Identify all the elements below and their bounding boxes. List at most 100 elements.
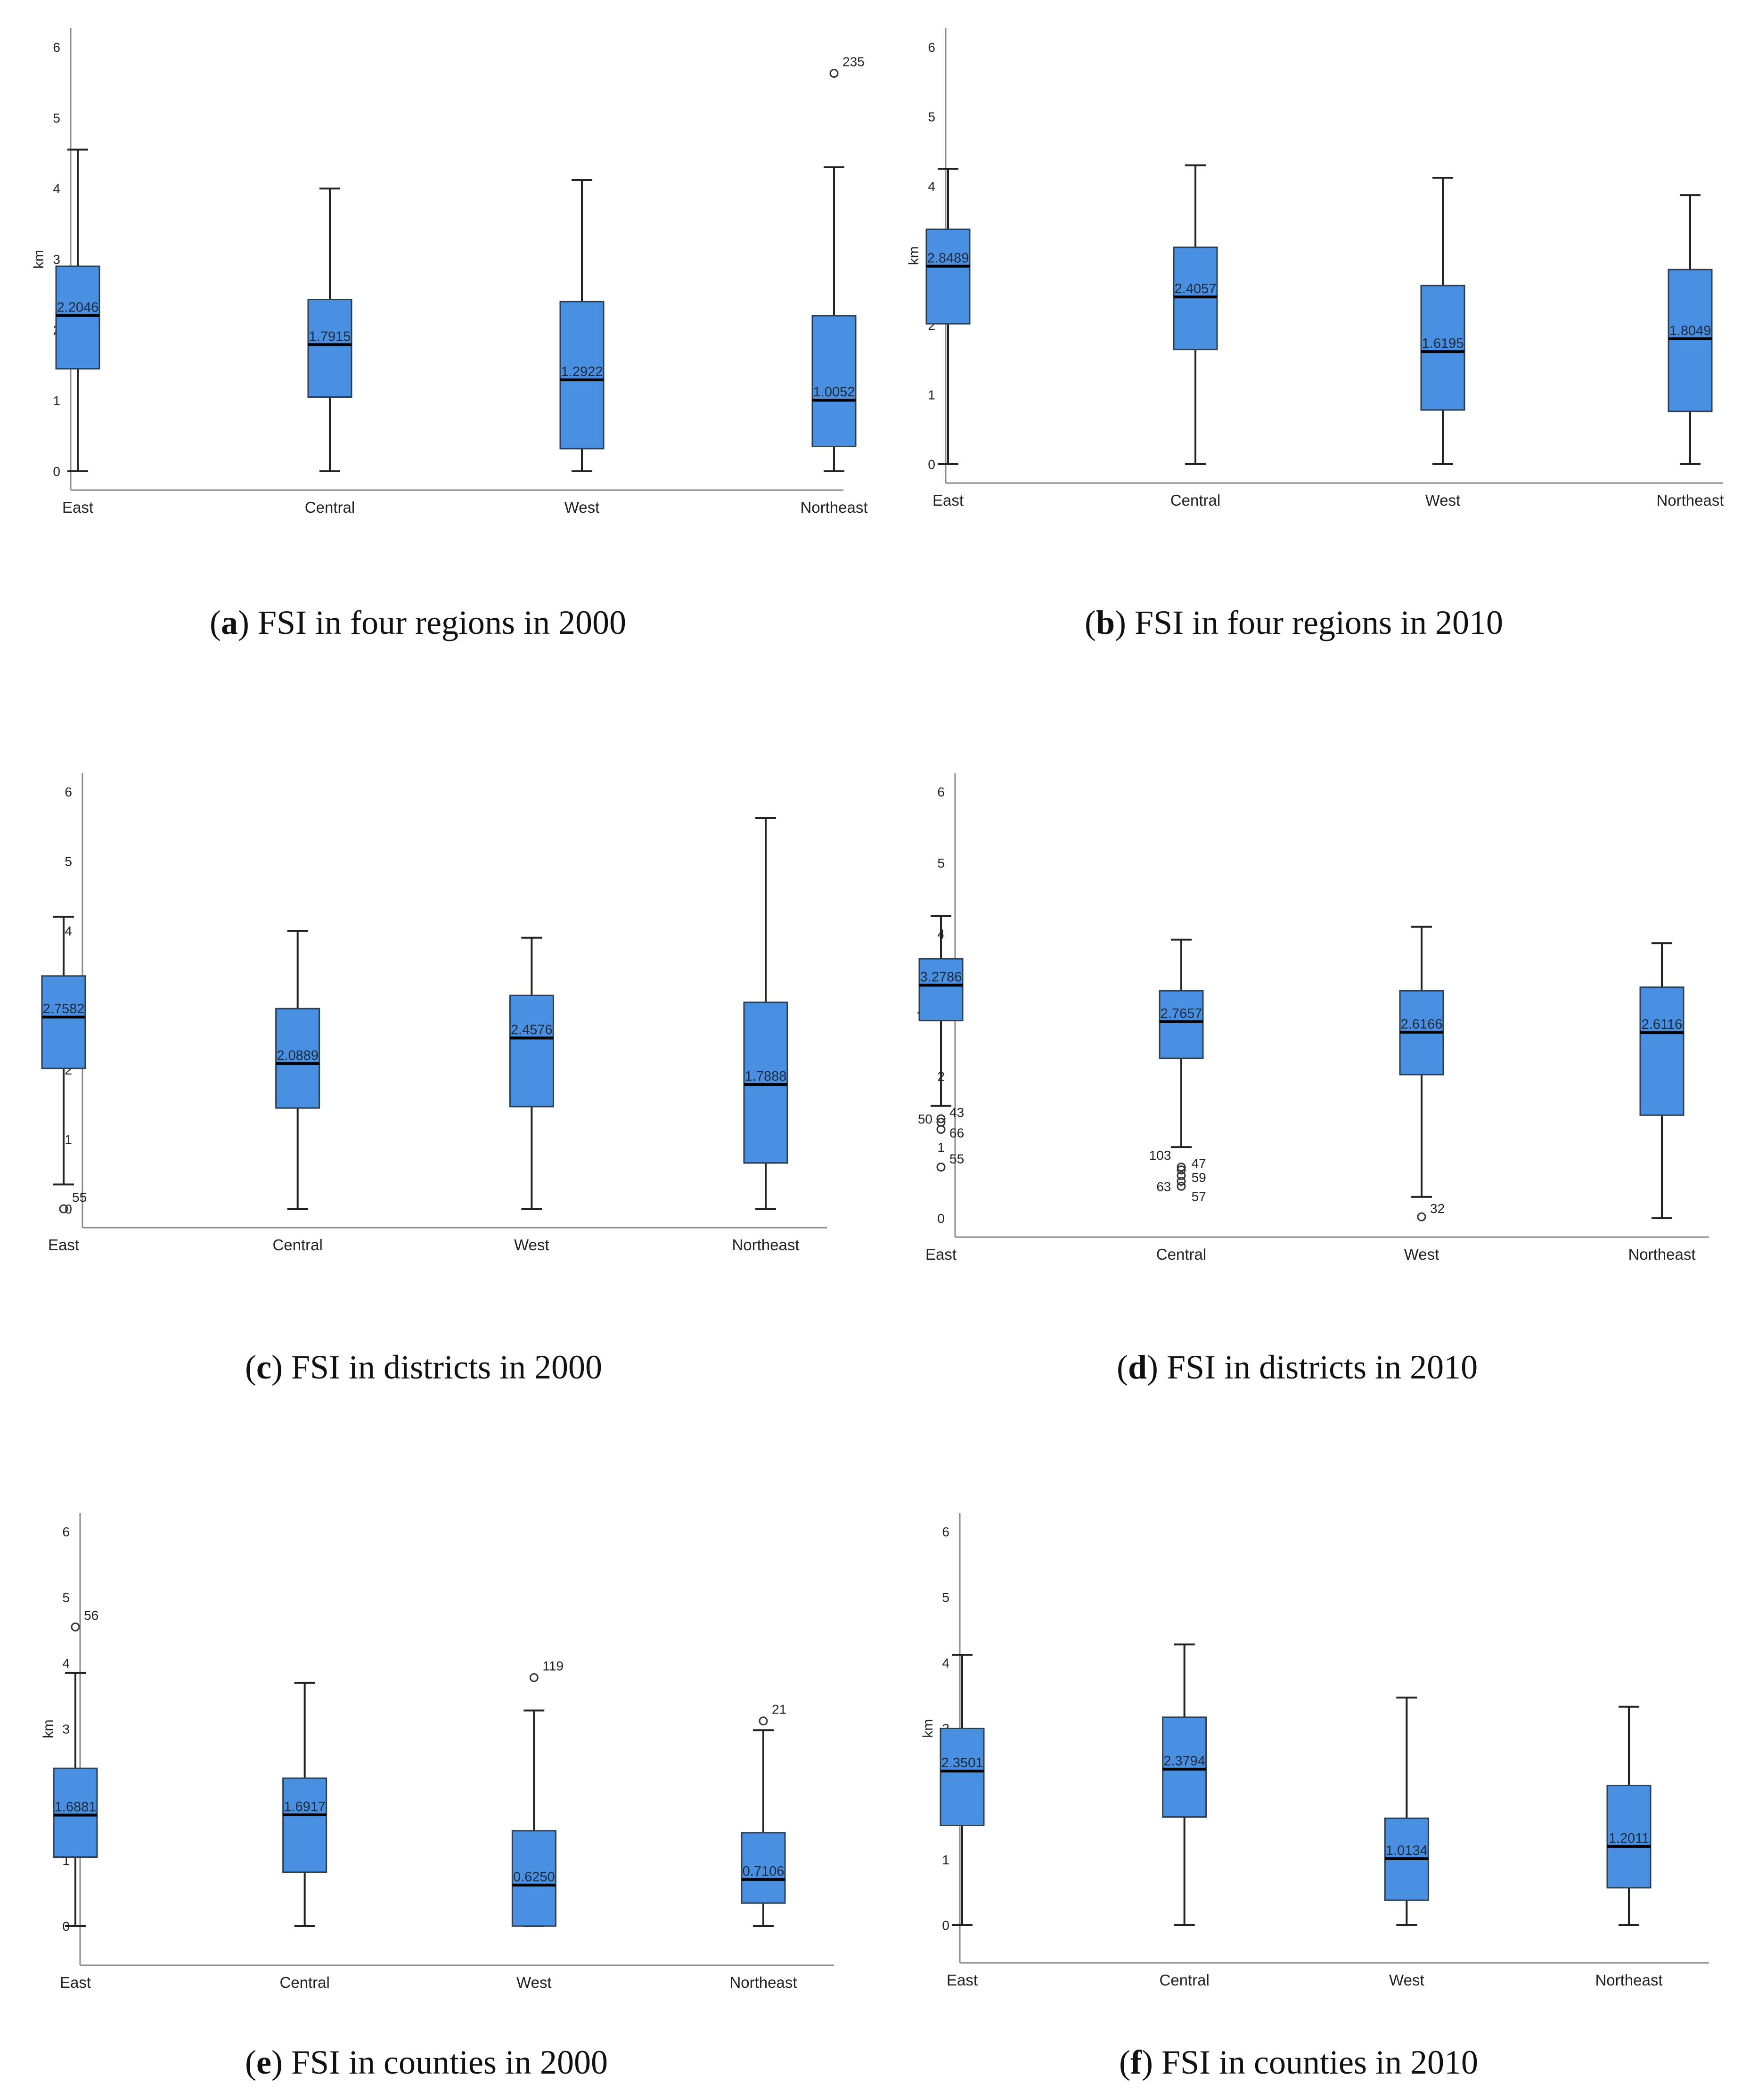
x-tick-label-b-east: East: [932, 492, 964, 509]
chart-panel-f: 0123456kmEastCentralWestNortheast2.35012…: [875, 1485, 1750, 2100]
outlier-label-d-east-43: 43: [949, 1105, 964, 1120]
caption-letter-d: d: [1128, 1348, 1147, 1386]
outlier-d-central-57: [1177, 1181, 1186, 1191]
y-axis-label-a: km: [31, 250, 47, 269]
box-a-central: [307, 299, 352, 398]
outlier-label-d-central-59: 59: [1192, 1170, 1206, 1185]
x-tick-label-c-central: Central: [272, 1236, 322, 1254]
y-tick-label-c-1: 1: [65, 1132, 72, 1147]
outlier-d-west-32: [1417, 1212, 1426, 1222]
boxplot-a: 0123456kmEastCentralWestNortheast2.20461…: [31, 28, 868, 516]
median-label-b-northeast: 1.8049: [1669, 323, 1711, 338]
median-label-d-central: 2.7657: [1161, 1006, 1202, 1021]
y-tick-label-f-1: 1: [942, 1853, 949, 1867]
x-tick-label-c-northeast: Northeast: [732, 1236, 799, 1254]
outlier-label-d-central-103: 103: [1149, 1148, 1171, 1163]
y-tick-label-d-0: 0: [937, 1211, 945, 1226]
outlier-c-east-55: [59, 1204, 68, 1214]
boxplot-b: 0123456kmEastCentralWestNortheast2.84892…: [906, 28, 1724, 509]
y-tick-label-e-5: 5: [62, 1591, 70, 1605]
caption-text-a: FSI in four regions in 2000: [249, 604, 626, 641]
x-tick-label-f-east: East: [947, 1971, 978, 1989]
outlier-d-central-103: [1177, 1162, 1186, 1172]
median-label-c-west: 2.4576: [511, 1023, 553, 1038]
outlier-label-d-east-50: 50: [918, 1112, 932, 1126]
median-label-d-east: 3.2786: [920, 969, 962, 984]
y-axis-label-e: km: [41, 1720, 56, 1739]
x-tick-label-c-east: East: [48, 1236, 79, 1254]
box-d-east: [918, 958, 964, 1022]
x-tick-label-b-west: West: [1425, 492, 1461, 509]
box-e-central: [282, 1777, 327, 1873]
y-tick-label-a-3: 3: [53, 252, 60, 267]
caption-letter-e: e: [256, 2043, 271, 2081]
x-tick-label-f-west: West: [1389, 1971, 1424, 1989]
outlier-label-d-east-66: 66: [949, 1126, 964, 1140]
caption-letter-b: b: [1096, 604, 1115, 641]
caption-b: (b) FSI in four regions in 2010: [1085, 604, 1503, 641]
x-tick-label-e-east: East: [60, 1974, 91, 1991]
outlier-label-d-east-55: 55: [949, 1151, 964, 1166]
y-tick-label-b-4: 4: [928, 179, 935, 194]
y-tick-label-c-6: 6: [65, 785, 72, 799]
boxplot-f: 0123456kmEastCentralWestNortheast2.35012…: [920, 1513, 1709, 1989]
box-d-central: [1159, 990, 1204, 1059]
x-tick-label-d-west: West: [1404, 1246, 1439, 1263]
y-tick-label-f-4: 4: [942, 1656, 949, 1670]
outlier-d-east-50: [936, 1114, 946, 1124]
caption-text-d: FSI in districts in 2010: [1158, 1348, 1478, 1386]
box-f-east: [940, 1728, 985, 1826]
x-tick-label-e-west: West: [516, 1974, 552, 1991]
outlier-label-c-east-55: 55: [72, 1190, 87, 1205]
outlier-label-e-northeast-21: 21: [772, 1702, 786, 1717]
median-label-b-east: 2.8489: [927, 251, 969, 266]
outlier-e-west-119: [529, 1673, 539, 1682]
caption-c: (c) FSI in districts in 2000: [245, 1348, 602, 1386]
x-tick-label-c-west: West: [514, 1236, 549, 1254]
box-c-west: [509, 994, 554, 1107]
y-tick-label-e-3: 3: [62, 1722, 70, 1737]
y-tick-label-c-0: 0: [65, 1202, 72, 1216]
chart-panel-a: 0123456kmEastCentralWestNortheast2.20461…: [0, 0, 875, 660]
y-tick-label-e-4: 4: [62, 1656, 70, 1671]
caption-text-f: FSI in counties in 2010: [1153, 2043, 1478, 2081]
outlier-label-d-central-47: 47: [1192, 1156, 1206, 1171]
outlier-d-central-47: [1177, 1165, 1186, 1174]
box-b-northeast: [1668, 269, 1713, 412]
y-tick-label-a-4: 4: [53, 181, 60, 196]
y-tick-label-d-6: 6: [937, 785, 945, 799]
median-label-c-northeast: 1.7888: [745, 1069, 787, 1084]
y-tick-label-a-6: 6: [53, 40, 60, 55]
y-tick-label-b-6: 6: [928, 40, 935, 55]
box-b-central: [1173, 246, 1218, 351]
box-e-northeast: [741, 1832, 786, 1904]
x-tick-label-a-central: Central: [305, 499, 355, 516]
median-label-c-east: 2.7582: [43, 1001, 85, 1017]
y-tick-label-d-1: 1: [937, 1140, 945, 1155]
median-label-b-central: 2.4057: [1175, 281, 1217, 296]
y-tick-label-b-1: 1: [928, 388, 935, 402]
x-tick-label-a-west: West: [564, 499, 600, 516]
caption-d: (d) FSI in districts in 2010: [1117, 1348, 1478, 1386]
y-tick-label-d-5: 5: [937, 856, 945, 870]
median-label-e-central: 1.6917: [284, 1799, 326, 1814]
median-label-d-northeast: 2.6116: [1642, 1017, 1683, 1032]
outlier-label-e-west-119: 119: [542, 1658, 564, 1673]
box-f-northeast: [1606, 1785, 1652, 1889]
x-tick-label-d-east: East: [925, 1246, 957, 1263]
median-label-a-east: 2.2046: [57, 300, 99, 315]
y-tick-label-a-1: 1: [53, 394, 60, 408]
box-a-northeast: [811, 315, 857, 447]
x-tick-label-d-northeast: Northeast: [1628, 1246, 1695, 1263]
outlier-d-east-66: [936, 1124, 946, 1134]
x-tick-label-e-northeast: Northeast: [729, 1974, 797, 1991]
median-label-f-east: 2.3501: [941, 1755, 983, 1771]
x-tick-label-b-central: Central: [1170, 492, 1220, 509]
chart-panel-e: 0123456kmEastCentralWestNortheast1.68815…: [0, 1485, 875, 2100]
box-e-east: [53, 1767, 98, 1858]
chart-panel-b: 0123456kmEastCentralWestNortheast2.84892…: [875, 0, 1750, 660]
chart-panel-c: 0123456kmEastCentralWestNortheast2.75825…: [0, 745, 875, 1414]
x-tick-label-e-central: Central: [279, 1974, 329, 1991]
y-tick-label-c-4: 4: [65, 924, 72, 938]
outlier-a-northeast-235: [829, 69, 839, 78]
